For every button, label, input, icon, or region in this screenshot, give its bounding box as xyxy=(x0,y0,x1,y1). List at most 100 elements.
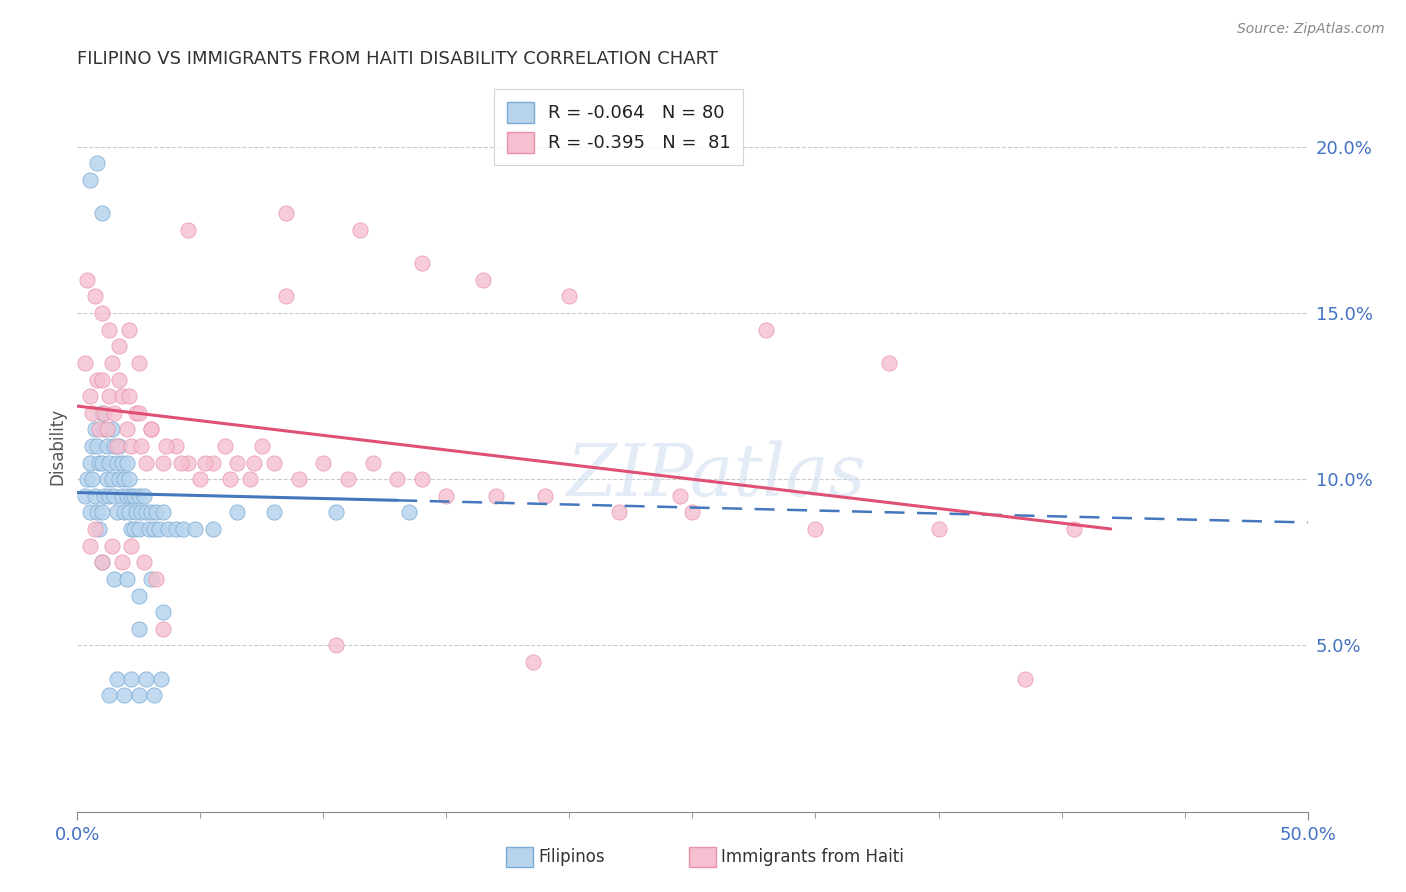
Point xyxy=(125,406,148,420)
Point xyxy=(79,173,101,187)
Point xyxy=(239,472,262,486)
Point xyxy=(86,506,108,520)
Point xyxy=(411,472,433,486)
Text: ZIPatlas: ZIPatlas xyxy=(567,440,868,510)
Point xyxy=(128,356,150,370)
Point xyxy=(121,539,143,553)
Point xyxy=(108,339,131,353)
Point xyxy=(165,439,187,453)
Point xyxy=(250,439,273,453)
Point xyxy=(804,522,827,536)
Point xyxy=(93,406,115,420)
Point xyxy=(82,472,104,486)
Text: Source: ZipAtlas.com: Source: ZipAtlas.com xyxy=(1237,22,1385,37)
Point xyxy=(141,506,163,520)
Point xyxy=(93,489,115,503)
Point xyxy=(132,555,155,569)
Point xyxy=(534,489,557,503)
Point xyxy=(101,422,124,436)
Point xyxy=(226,506,249,520)
Point xyxy=(165,522,187,536)
Point xyxy=(172,522,194,536)
Point xyxy=(111,489,132,503)
Point xyxy=(103,489,125,503)
Point xyxy=(325,506,347,520)
Point xyxy=(79,539,101,553)
Point xyxy=(129,439,153,453)
Point xyxy=(79,389,101,403)
Point xyxy=(83,289,105,303)
Point xyxy=(121,672,143,686)
Point xyxy=(128,522,150,536)
Point xyxy=(83,422,105,436)
Point xyxy=(79,506,101,520)
Point xyxy=(121,489,143,503)
Point xyxy=(361,456,384,470)
Point xyxy=(170,456,193,470)
Point xyxy=(115,572,138,586)
Point xyxy=(152,506,174,520)
Point xyxy=(128,689,150,703)
Point xyxy=(157,522,180,536)
Point xyxy=(128,589,150,603)
Point xyxy=(177,456,200,470)
Point xyxy=(485,489,508,503)
Point xyxy=(263,456,285,470)
Point xyxy=(214,439,236,453)
Point xyxy=(108,372,131,386)
Point xyxy=(879,356,901,370)
Point xyxy=(145,572,167,586)
Point xyxy=(118,389,141,403)
Point xyxy=(682,506,704,520)
Point xyxy=(152,622,174,636)
Point xyxy=(132,489,155,503)
Point xyxy=(398,506,420,520)
Point xyxy=(89,522,111,536)
Point xyxy=(86,372,108,386)
Point xyxy=(89,456,111,470)
Point xyxy=(201,522,224,536)
Point xyxy=(82,406,104,420)
Point xyxy=(152,456,174,470)
Point xyxy=(90,372,114,386)
Point xyxy=(98,389,121,403)
Point xyxy=(755,323,778,337)
Point xyxy=(141,572,163,586)
Point xyxy=(86,439,108,453)
Point xyxy=(145,506,167,520)
Point xyxy=(96,439,118,453)
Point xyxy=(105,506,128,520)
Point xyxy=(141,422,163,436)
Point xyxy=(73,489,96,503)
Point xyxy=(141,422,163,436)
Point xyxy=(349,223,371,237)
Point xyxy=(101,356,124,370)
Point xyxy=(108,439,131,453)
Point xyxy=(219,472,242,486)
Point xyxy=(155,439,177,453)
Point xyxy=(90,406,114,420)
Point xyxy=(101,539,124,553)
Point xyxy=(118,323,141,337)
Point xyxy=(105,672,128,686)
Point xyxy=(263,506,285,520)
Point xyxy=(148,522,170,536)
Point xyxy=(108,472,131,486)
Point xyxy=(90,206,114,220)
Point xyxy=(142,522,165,536)
Point xyxy=(1063,522,1085,536)
Point xyxy=(98,323,121,337)
Point xyxy=(112,689,135,703)
Point xyxy=(103,406,125,420)
Point xyxy=(79,456,101,470)
Point xyxy=(337,472,360,486)
Point xyxy=(98,689,121,703)
Point xyxy=(226,456,249,470)
Point xyxy=(98,489,121,503)
Point xyxy=(83,522,105,536)
Point xyxy=(86,156,108,170)
Point xyxy=(96,422,118,436)
Point xyxy=(111,456,132,470)
Point xyxy=(135,672,157,686)
Point xyxy=(135,456,157,470)
